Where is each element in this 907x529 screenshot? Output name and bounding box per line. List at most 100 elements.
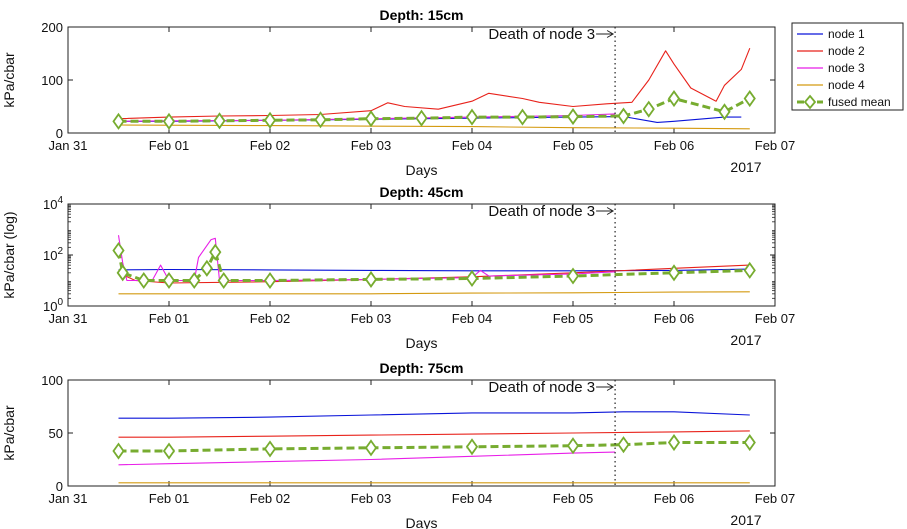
annotation-text: Death of node 3 — [488, 26, 595, 43]
fused-mean-marker — [314, 111, 327, 129]
x-tick-label: Feb 05 — [553, 138, 593, 153]
x-tick-label: Feb 01 — [149, 138, 189, 153]
x-tick-label: Feb 07 — [755, 311, 795, 326]
x-tick-label: Feb 03 — [351, 311, 391, 326]
fused-mean-marker — [415, 109, 428, 127]
x-axis-label: Days — [406, 335, 438, 351]
fused-mean-marker — [263, 111, 277, 129]
y-axis-label: kPa/cbar — [1, 52, 17, 108]
x-tick-label: Feb 02 — [250, 491, 290, 506]
y-tick-label: 100 — [41, 73, 63, 88]
x-axis-label: Days — [406, 515, 438, 529]
x-tick-label: Feb 06 — [654, 491, 694, 506]
y-tick-label: 0 — [56, 126, 63, 141]
fused-mean-marker — [667, 90, 681, 108]
x-tick-label: Feb 02 — [250, 138, 290, 153]
fused-mean-marker — [743, 261, 756, 279]
series-node4-line — [118, 291, 750, 295]
x-tick-label: Feb 03 — [351, 491, 391, 506]
fused-mean-marker — [718, 103, 731, 121]
x-tick-label: Jan 31 — [48, 311, 87, 326]
legend: node 1 node 2 node 3 node 4 fused mean — [791, 22, 904, 111]
y-tick-label: 102 — [43, 246, 63, 263]
fused-mean-marker — [465, 108, 479, 126]
x-tick-label: Jan 31 — [48, 138, 87, 153]
x-tick-label: Feb 04 — [452, 138, 492, 153]
annotation-arrow-head — [606, 207, 615, 215]
fused-mean-marker — [162, 442, 176, 460]
legend-label-node4: node 4 — [828, 78, 865, 92]
panel-1: Depth: 15cm Jan 31 Feb 01 Feb 02 Feb 03 Feb 0… — [1, 7, 795, 178]
x-tick-label: Feb 01 — [149, 311, 189, 326]
fused-mean-marker — [200, 259, 213, 277]
fused-mean-marker — [667, 433, 681, 452]
y-tick-label: 0 — [56, 479, 63, 494]
panel-title: Depth: 15cm — [379, 7, 463, 23]
fused-mean-marker — [364, 110, 378, 128]
x-tick-label: Feb 06 — [654, 311, 694, 326]
y-tick-label: 50 — [49, 426, 63, 441]
fused-mean-marker — [617, 436, 630, 454]
fused-mean-marker — [162, 112, 176, 130]
y-tick-label: 104 — [43, 195, 63, 212]
fused-mean-marker — [213, 112, 226, 130]
fused-mean-marker — [364, 270, 378, 288]
legend-marker-fused — [803, 94, 817, 110]
x-tick-label: Feb 05 — [553, 491, 593, 506]
x-tick-label: Feb 01 — [149, 491, 189, 506]
annotation-text: Death of node 3 — [488, 379, 595, 396]
x-tick-label: Feb 05 — [553, 311, 593, 326]
panel-title: Depth: 45cm — [379, 184, 463, 200]
annotation-arrow-head — [606, 383, 615, 391]
fused-mean-marker — [566, 108, 580, 126]
fused-mean-marker — [162, 271, 176, 290]
x-tick-label: Feb 02 — [250, 311, 290, 326]
annotation-text: Death of node 3 — [488, 203, 595, 220]
series-node2-line — [118, 430, 750, 438]
fused-mean-marker — [137, 271, 150, 290]
year-label: 2017 — [730, 159, 761, 175]
axes-box — [67, 203, 776, 307]
panel-3: Depth: 75cm Jan 31 Feb 01 Feb 02 Feb 03 Feb 0… — [1, 360, 795, 529]
annotation-arrow-head — [606, 30, 615, 38]
year-label: 2017 — [730, 332, 761, 348]
x-tick-label: Jan 31 — [48, 491, 87, 506]
series-node2-line — [118, 47, 751, 120]
fused-mean-marker — [188, 271, 201, 290]
y-axis-label: kPa/cbar (log) — [1, 211, 17, 298]
legend-label-node1: node 1 — [828, 27, 865, 41]
fused-mean-marker — [209, 243, 222, 261]
x-tick-label: Feb 06 — [654, 138, 694, 153]
panel-2: Depth: 45cm Jan 31 Feb 01 Feb 02 Feb 03 Feb 0… — [1, 184, 795, 351]
fused-mean-marker — [667, 264, 681, 282]
legend-label-node2: node 2 — [828, 44, 865, 58]
fused-mean-marker — [465, 269, 479, 288]
fused-mean-marker — [217, 271, 230, 290]
series-node1-line — [118, 268, 750, 272]
x-tick-label: Feb 03 — [351, 138, 391, 153]
fused-mean-marker — [743, 90, 756, 108]
y-tick-label: 200 — [41, 20, 63, 35]
series-node4-line — [118, 124, 750, 130]
fused-mean-marker — [364, 439, 378, 457]
fused-mean-marker — [642, 100, 655, 118]
fused-mean-marker — [112, 241, 125, 260]
x-axis-label: Days — [406, 162, 438, 178]
fused-mean-marker — [112, 442, 125, 460]
fused-mean-marker — [112, 112, 125, 130]
fused-mean-marker — [516, 108, 529, 126]
panel-title: Depth: 75cm — [379, 360, 463, 376]
y-tick-label: 100 — [43, 297, 63, 314]
y-tick-label: 100 — [41, 373, 63, 388]
fused-mean-marker — [743, 433, 756, 452]
x-tick-label: Feb 04 — [452, 311, 492, 326]
year-label: 2017 — [730, 512, 761, 528]
fused-mean-marker — [566, 267, 580, 285]
fused-mean-marker — [566, 437, 580, 455]
fused-mean-marker — [465, 438, 479, 456]
x-tick-label: Feb 07 — [755, 491, 795, 506]
legend-label-fused: fused mean — [828, 95, 891, 109]
fused-mean-marker — [263, 440, 277, 458]
y-axis-label: kPa/cbar — [1, 405, 17, 461]
